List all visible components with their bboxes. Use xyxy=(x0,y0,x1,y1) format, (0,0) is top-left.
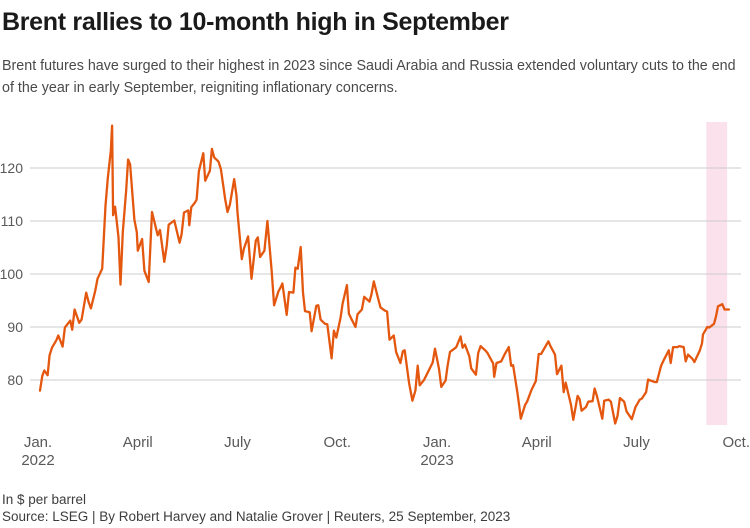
chart-footer: In $ per barrel Source: LSEG | By Robert… xyxy=(2,492,748,525)
x-tick-label: Oct. xyxy=(323,434,351,451)
chart-title: Brent rallies to 10-month high in Septem… xyxy=(2,8,509,36)
x-tick-year-label: 2022 xyxy=(21,452,54,469)
y-tick-label-120: 120 xyxy=(0,160,23,176)
y-tick-label-80: 80 xyxy=(7,372,23,388)
x-tick-year-label: 2023 xyxy=(420,452,453,469)
x-tick-label: Jan. xyxy=(24,434,52,451)
x-tick-label: July xyxy=(623,434,650,451)
x-tick-label: April xyxy=(522,434,552,451)
x-tick-label: July xyxy=(224,434,251,451)
y-tick-label-90: 90 xyxy=(7,319,23,335)
x-tick-label: April xyxy=(123,434,153,451)
y-tick-label-110: 110 xyxy=(1,213,24,229)
unit-note: In $ per barrel xyxy=(2,492,87,507)
brent-price-line xyxy=(38,124,731,425)
x-tick-label: Jan. xyxy=(423,434,451,451)
source-attribution: Source: LSEG | By Robert Harvey and Nata… xyxy=(2,508,511,524)
y-tick-label-100: 100 xyxy=(0,266,23,282)
chart-subtitle: Brent futures have surged to their highe… xyxy=(2,58,736,96)
x-tick-label: Oct. xyxy=(722,434,750,451)
